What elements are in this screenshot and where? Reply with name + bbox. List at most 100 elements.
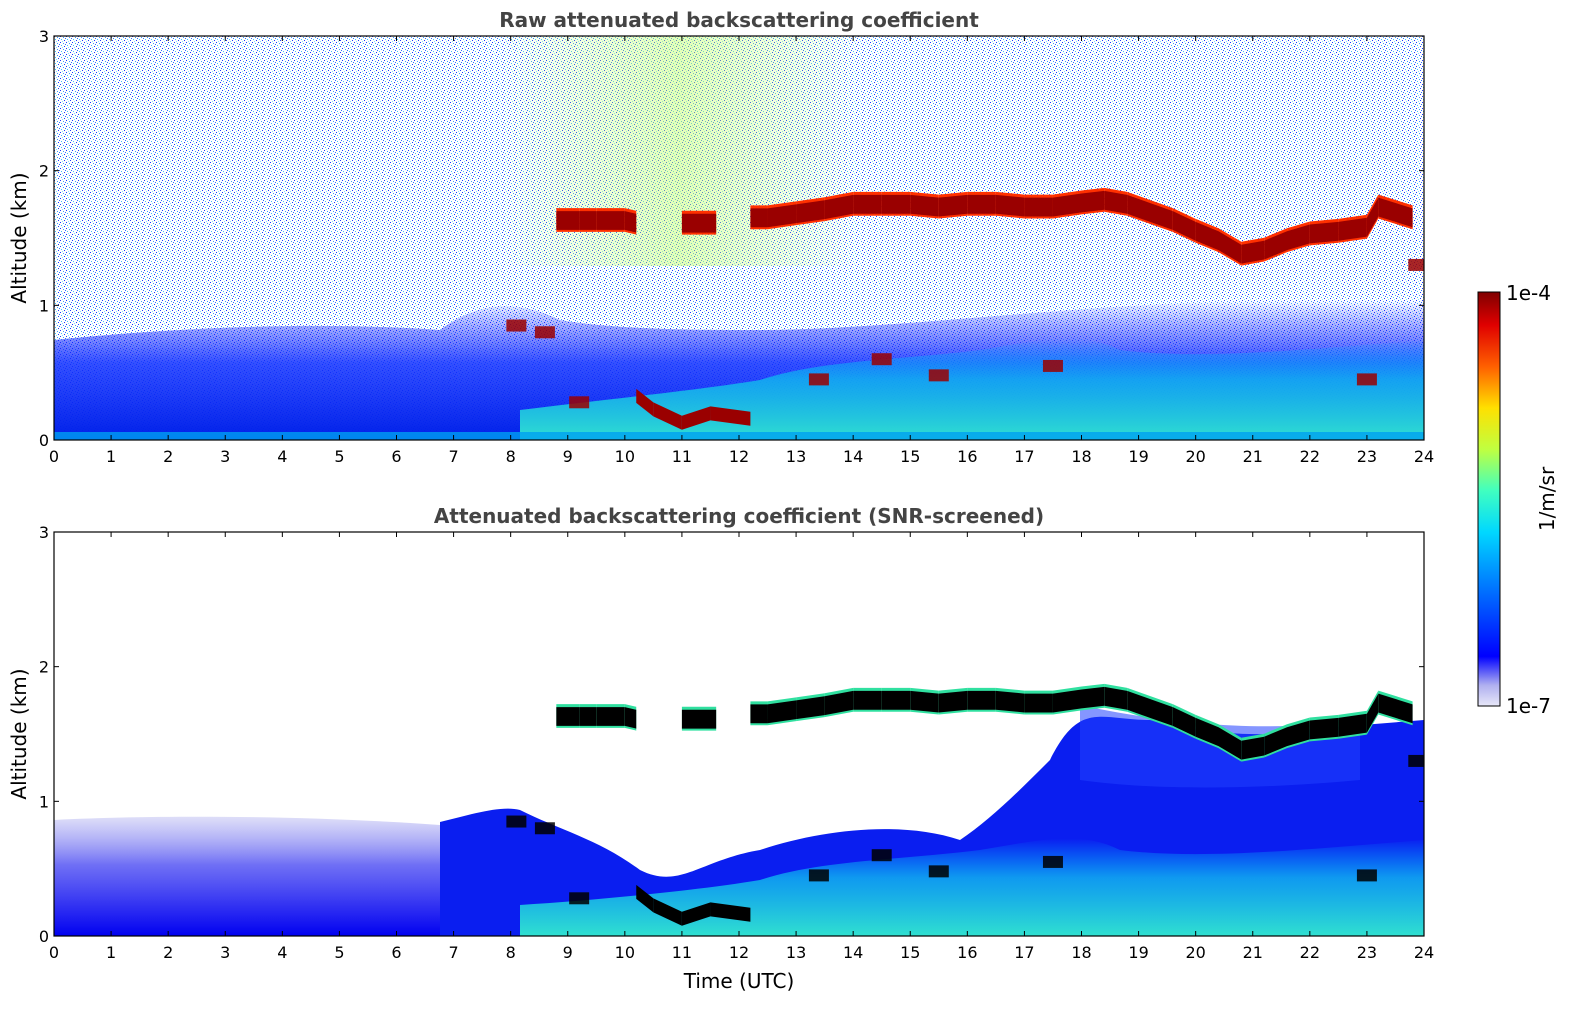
cloud-layer-segment: [1366, 197, 1379, 237]
cloud-patch: [1042, 359, 1063, 372]
cloud-patch: [534, 326, 555, 339]
y-tick-label: 0: [39, 431, 49, 450]
x-tick-label: 18: [1071, 447, 1091, 466]
cloud-layer-segment: [1378, 693, 1413, 724]
cloud-layer-segment: [796, 200, 825, 224]
cloud-layer-segment: [767, 700, 797, 724]
x-tick-label: 7: [448, 943, 458, 962]
x-tick-label: 24: [1414, 447, 1434, 466]
cloud-layer-segment: [1172, 707, 1196, 737]
cloud-layer-segment: [1172, 211, 1196, 241]
x-tick-label: 22: [1300, 943, 1320, 962]
screened-y-axis-label: Altitude (km): [7, 668, 31, 799]
cloud-layer-segment: [596, 707, 625, 726]
colorbar-min-label: 1e-7: [1506, 694, 1551, 718]
cloud-layer-segment: [596, 211, 625, 230]
x-tick-label: 17: [1014, 943, 1034, 962]
cloud-layer-segment: [624, 211, 637, 233]
x-tick-label: 3: [220, 943, 230, 962]
cloud-layer-segment: [1195, 717, 1219, 747]
x-tick-label: 14: [843, 943, 863, 962]
cloud-layer-segment: [767, 204, 797, 228]
x-tick-label: 14: [843, 447, 863, 466]
screened-panel-title: Attenuated backscattering coefficient (S…: [434, 504, 1044, 528]
cloud-layer-segment: [1366, 693, 1379, 733]
cloud-layer-segment: [750, 704, 768, 724]
x-tick-label: 13: [786, 943, 806, 962]
raw-y-axis-label: Altitude (km): [7, 172, 31, 303]
cloud-layer-segment: [995, 194, 1025, 217]
low-cloud-segment: [653, 402, 682, 430]
x-tick-label: 23: [1357, 447, 1377, 466]
cloud-patch: [928, 865, 949, 878]
raw-heatmap: [54, 36, 1424, 440]
cloud-patch: [808, 869, 829, 882]
cloud-patch: [534, 822, 555, 835]
cloud-layer-segment: [1150, 202, 1173, 230]
colorbar-max-label: 1e-4: [1506, 281, 1551, 305]
cloud-layer-segment: [967, 194, 996, 214]
screened-x-axis: 0 1 2 3 4 5 6 7 8 9 10 11 12 13 14 15 16 17 18 19 20 21 22 23 24: [49, 532, 1434, 962]
x-tick-label: 6: [391, 943, 401, 962]
cloud-layer-segment: [1127, 194, 1150, 222]
screened-panel: Attenuated backscattering coefficient (S…: [7, 504, 1434, 993]
x-tick-label: 15: [900, 447, 920, 466]
cloud-layer-segment: [1081, 686, 1105, 709]
y-tick-label: 1: [39, 296, 49, 315]
cloud-layer-segment: [1127, 690, 1150, 718]
cloud-layer-segment: [853, 690, 882, 710]
cloud-layer-segment: [796, 696, 825, 720]
raw-daytime-noise: [500, 36, 860, 266]
cloud-patch: [569, 892, 590, 905]
x-tick-label: 22: [1300, 447, 1320, 466]
y-tick-label: 2: [39, 162, 49, 181]
cloud-layer-segment: [681, 709, 717, 729]
cloud-layer-segment: [824, 690, 854, 716]
cloud-patch: [1356, 869, 1377, 882]
cloud-layer-segment: [910, 690, 939, 713]
x-tick-label: 18: [1071, 943, 1091, 962]
x-tick-label: 23: [1357, 943, 1377, 962]
low-cloud-segment: [636, 388, 654, 417]
x-tick-label: 5: [334, 943, 344, 962]
y-tick-label: 2: [39, 658, 49, 677]
x-tick-label: 2: [163, 943, 173, 962]
cloud-layer-segment: [1378, 197, 1413, 228]
cloud-patch: [1356, 373, 1377, 386]
colorbar-unit-label: 1/m/sr: [1535, 466, 1559, 531]
x-tick-label: 24: [1414, 943, 1434, 962]
cloud-layer-segment: [1104, 686, 1128, 710]
cloud-patch: [569, 396, 590, 409]
raw-x-axis: 0 1 2 3 4 5 6 7 8 9 10 11 12 13 14 15 16 17 18 19 20 21 22 23 24: [49, 36, 1434, 466]
cloud-layer-segment: [1287, 720, 1310, 747]
cloud-layer-segment: [579, 707, 597, 726]
x-tick-label: 2: [163, 447, 173, 466]
cloud-patch: [871, 849, 892, 862]
raw-y-axis: 0 1 2 3: [39, 27, 1424, 450]
x-tick-label: 6: [391, 447, 401, 466]
raw-panel: Raw attenuated backscattering coefficien…: [7, 8, 1434, 466]
cloud-layer-segment: [1024, 693, 1053, 713]
cloud-layer-segment: [1081, 190, 1105, 213]
colorbar-gradient: [1477, 291, 1501, 707]
cloud-layer-segment: [1195, 221, 1219, 251]
raw-panel-title: Raw attenuated backscattering coefficien…: [499, 8, 979, 32]
cloud-layer-segment: [1218, 727, 1242, 760]
x-tick-label: 5: [334, 447, 344, 466]
x-tick-label: 21: [1243, 943, 1263, 962]
cloud-layer-segment: [556, 211, 580, 230]
cloud-layer-segment: [1309, 221, 1339, 244]
x-tick-label: 16: [957, 447, 977, 466]
screened-x-axis-label: Time (UTC): [683, 969, 795, 993]
cloud-patch: [506, 815, 527, 828]
y-tick-label: 3: [39, 27, 49, 46]
cloud-layer-segment: [556, 707, 580, 726]
cloud-layer-segment: [1338, 217, 1367, 241]
y-tick-label: 3: [39, 523, 49, 542]
screened-heatmap: [54, 532, 1424, 936]
cloud-patch: [928, 369, 949, 382]
cloud-layer-segment: [750, 208, 768, 228]
x-tick-label: 16: [957, 943, 977, 962]
y-tick-label: 1: [39, 792, 49, 811]
cloud-layer-segment: [681, 213, 717, 233]
